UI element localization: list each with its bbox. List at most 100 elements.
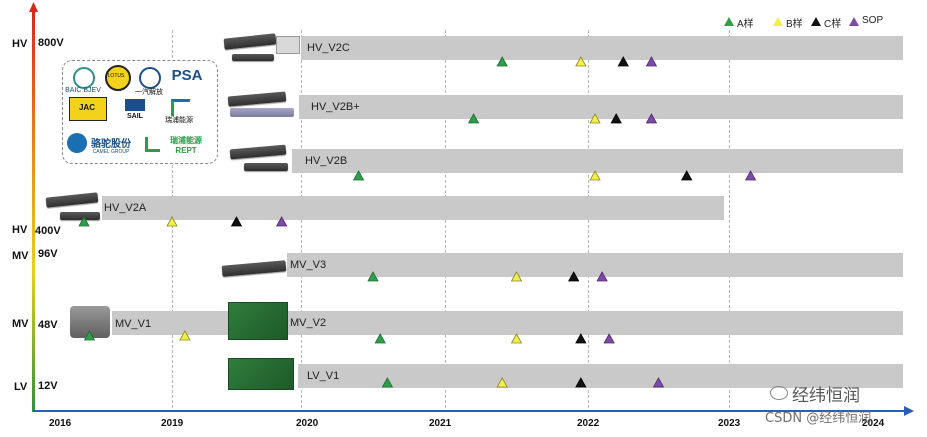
y-level-volt-12: 12V [38,380,58,392]
legend-label-b: B样 [786,19,803,30]
rept-logo-text: 瑞浦能源 [165,117,193,124]
label-mv-v3: MV_V3 [290,259,327,271]
gridline-2023 [729,30,730,408]
label-hv-v2b: HV_V2B [305,155,348,167]
legend-label-sop: SOP [862,15,884,26]
sail-logo-text: SAIL [127,113,143,120]
x-tick-2022: 2022 [577,418,600,429]
wechat-icon [770,386,788,400]
milestone-hv-v2b--a [467,113,480,124]
milestone-hv-v2b--sop [645,113,658,124]
x-tick-2021: 2021 [429,418,452,429]
pcb-image-mv-v2 [228,302,288,340]
device-image-hv-v2c-box [276,36,300,54]
legend-marker-a [724,17,734,26]
customer-logos-panel: BAIC BJEV LOTUS 一汽解放 PSA JAC SAIL 瑞浦能源 骆… [62,60,218,164]
bar-hv-v2c [301,36,903,60]
milestone-hv-v2a-sop [275,216,288,227]
camel-logo-text: 骆驼股份 [91,139,131,150]
milestone-mv-v3-b [510,271,523,282]
label-hv-v2c: HV_V2C [307,42,350,54]
milestone-mv-v2-a [374,333,386,344]
milestone-hv-v2c-c [617,56,629,67]
milestone-lv-v1-b [496,377,508,388]
legend-label-c: C样 [824,19,842,30]
milestone-hv-v2b-sop [744,170,757,181]
legend-marker-c [811,17,821,26]
rept-logo [171,99,190,116]
legend: A样 B样 C样 SOP [720,14,910,30]
label-lv-v1: LV_V1 [307,370,340,382]
baic-logo-text: BAIC BJEV [65,87,101,94]
device-image-hv-v2b-2 [244,163,288,171]
device-image-hv-v2c-2 [232,54,274,61]
device-image-hv-v2b-plus-2 [230,108,294,117]
milestone-hv-v2b-c [681,170,693,181]
bar-mv-v2 [287,311,903,335]
x-tick-2020: 2020 [296,418,319,429]
bar-mv-v1 [112,311,228,335]
milestone-mv-v3-c [568,271,580,282]
bar-mv-v3 [287,253,903,277]
bar-hv-v2b-plus [299,95,903,119]
milestone-hv-v2b--c [610,113,622,124]
label-hv-v2a: HV_V2A [104,202,147,214]
legend-marker-sop [849,17,859,26]
y-level-class-mv-48: MV [12,318,29,330]
jac-logo-text: JAC [78,103,95,112]
faw-logo-text: 一汽解放 [135,89,163,96]
camel-group-text: CAMEL GROUP [92,149,130,155]
milestone-hv-v2b-b [589,170,601,181]
milestone-mv-v2-c [575,333,587,344]
milestone-lv-v1-c [575,377,587,388]
x-axis-arrow [904,406,914,416]
milestone-mv-v3-a [367,271,379,282]
milestone-mv-v3-sop [596,271,608,282]
sail-logo [125,99,145,111]
x-tick-2023: 2023 [718,418,741,429]
y-level-class-hv-800: HV [12,38,28,50]
baic-logo [73,67,95,89]
y-level-volt-48: 48V [38,319,58,331]
milestone-mv-v1-a [83,330,96,341]
x-tick-2024: 2024 [862,418,885,429]
milestone-mv-v2-b [510,333,523,344]
milestone-hv-v2c-sop [645,56,658,67]
y-axis-arrow [29,2,38,12]
milestone-hv-v2c-b [575,56,587,67]
jac-logo [69,97,107,121]
camel-logo [67,133,87,153]
milestone-hv-v2a-a [78,216,90,227]
milestone-hv-v2b--b [589,113,601,124]
x-tick-2019: 2019 [161,418,184,429]
label-mv-v2: MV_V2 [290,317,327,329]
watermark-brand: 经纬恒润 [792,386,860,406]
rept-logo-2-text: 瑞浦能源 REPT [170,136,202,155]
milestone-lv-v1-sop [652,377,665,388]
milestone-mv-v2-sop [603,333,615,344]
pcb-image-lv-v1 [228,358,294,390]
y-level-volt-800: 800V [38,37,64,49]
psa-logo: PSA [171,67,203,84]
milestone-hv-v2b-a [352,170,365,181]
label-hv-v2b-plus: HV_V2B+ [311,101,360,113]
bar-hv-v2a [102,196,724,220]
x-tick-2016: 2016 [49,418,72,429]
legend-marker-b [773,17,783,26]
legend-label-a: A样 [737,19,754,30]
bar-lv-v1 [298,364,903,388]
milestone-mv-v1-b [179,330,191,341]
y-level-volt-96: 96V [38,248,58,260]
y-level-class-hv-400: HV [12,224,28,236]
faw-logo [139,67,161,89]
y-level-class-lv-12: LV [14,381,28,393]
y-axis-line [32,10,35,412]
milestone-hv-v2a-b [166,216,178,227]
lotus-logo [105,65,131,91]
bar-hv-v2b [292,149,903,173]
lotus-logo-text: LOTUS [107,73,125,79]
y-level-class-mv-96: MV [12,250,29,262]
milestone-lv-v1-a [381,377,394,388]
